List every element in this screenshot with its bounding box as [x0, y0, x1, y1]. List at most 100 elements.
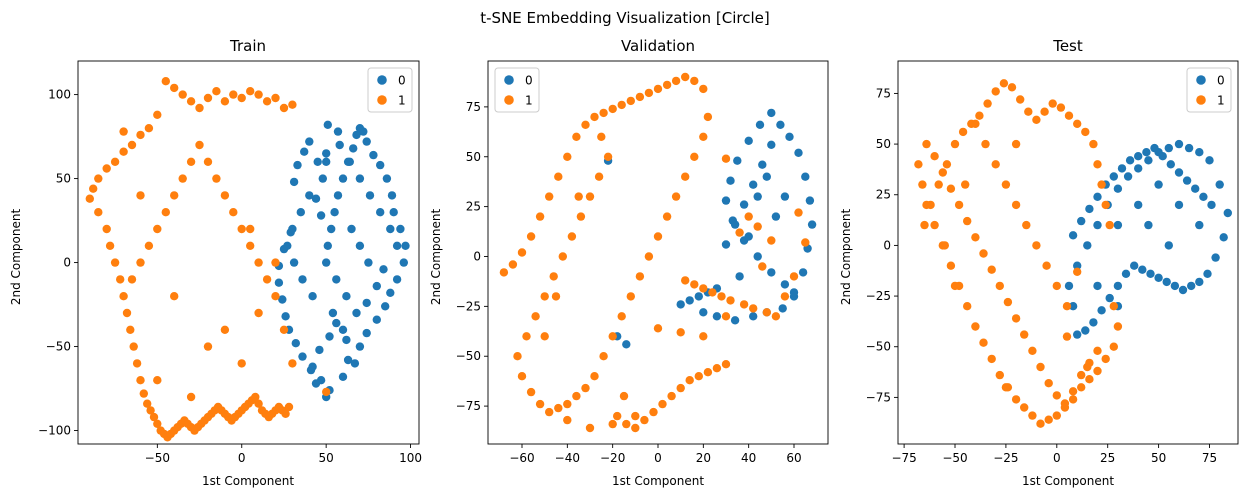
train-point — [293, 160, 302, 170]
validation-point — [744, 212, 753, 221]
test-point — [1003, 297, 1013, 307]
test-point — [1093, 281, 1102, 291]
validation-point — [749, 312, 758, 321]
validation-point — [676, 328, 685, 337]
validation-point — [574, 192, 583, 201]
train-point — [298, 352, 307, 361]
validation-point — [703, 112, 713, 122]
train-point — [323, 120, 332, 129]
test-point — [1085, 375, 1094, 384]
train-point — [170, 191, 179, 200]
validation-point — [535, 399, 545, 409]
validation-point — [794, 148, 803, 157]
test-point — [1097, 306, 1106, 315]
validation-point — [594, 172, 604, 181]
validation-point — [699, 332, 708, 341]
validation-point — [780, 280, 790, 289]
test-point — [1011, 139, 1021, 149]
validation-point — [572, 132, 581, 141]
test-point — [1223, 208, 1233, 218]
train-point — [203, 157, 213, 166]
test-point — [918, 180, 927, 189]
test-y-tick-label: 75 — [876, 86, 891, 100]
train-point — [212, 87, 221, 96]
validation-y-tick-label: 75 — [466, 100, 481, 114]
train-point — [119, 292, 128, 301]
test-x-tick-label: 25 — [1100, 451, 1115, 465]
test-point — [950, 281, 960, 291]
validation-point — [622, 419, 631, 429]
validation-point — [721, 240, 731, 249]
train-point — [246, 224, 255, 234]
test-point — [961, 180, 970, 189]
validation-point — [739, 200, 749, 209]
train-point — [203, 342, 213, 351]
train-point — [288, 100, 297, 109]
train-point — [254, 308, 263, 318]
test-point — [1081, 127, 1090, 137]
validation-point — [717, 292, 726, 301]
validation-point — [608, 332, 617, 341]
test-point — [1187, 281, 1196, 291]
train-point — [178, 90, 187, 99]
test-point — [1170, 281, 1180, 291]
test-point — [979, 338, 988, 347]
test-point — [1134, 164, 1143, 173]
train-point — [342, 292, 351, 301]
validation-point — [708, 288, 717, 297]
train-series-1 — [85, 77, 331, 442]
train-point — [332, 275, 341, 284]
train-point — [271, 93, 280, 103]
train-point — [136, 130, 145, 140]
validation-point — [622, 340, 631, 349]
test-point — [995, 370, 1004, 380]
test-point — [1109, 172, 1119, 181]
validation-point — [667, 391, 676, 401]
test-point — [1073, 330, 1082, 339]
test-point — [1211, 253, 1220, 262]
train-point — [311, 194, 321, 203]
train-point — [129, 342, 138, 351]
validation-point — [755, 120, 765, 129]
validation-point — [653, 324, 663, 333]
test-point — [963, 216, 972, 226]
validation-x-axis-label: 1st Component — [612, 474, 704, 488]
test-point — [1134, 152, 1143, 161]
test-point — [1077, 216, 1086, 226]
validation-point — [726, 296, 735, 305]
test-point — [950, 139, 960, 149]
train-point — [271, 258, 280, 267]
validation-y-axis-label: 2nd Component — [429, 209, 443, 306]
train-x-tick-label: 100 — [399, 451, 422, 465]
test-point — [1085, 204, 1094, 214]
train-point — [136, 376, 145, 385]
test-point — [1048, 99, 1057, 108]
test-point — [1007, 83, 1017, 92]
train-point — [281, 312, 290, 321]
validation-point — [599, 352, 608, 361]
test-point — [1199, 192, 1208, 201]
test-point — [983, 99, 992, 108]
test-y-tick-label: −75 — [866, 390, 891, 404]
train-y-axis-label: 2nd Component — [9, 209, 23, 306]
train-point — [94, 208, 103, 217]
test-point — [999, 79, 1009, 88]
train-point — [237, 224, 246, 234]
test-point — [1077, 370, 1086, 380]
validation-y-tick-label: 25 — [466, 200, 481, 214]
validation-point — [619, 391, 629, 401]
validation-point — [721, 154, 731, 163]
train-legend-marker — [377, 95, 387, 105]
train-point — [355, 342, 365, 351]
validation-point — [807, 220, 817, 229]
train-point — [308, 362, 317, 371]
test-series-0 — [1064, 139, 1233, 339]
validation-point — [658, 399, 667, 409]
validation-point — [767, 236, 776, 245]
validation-points — [499, 72, 817, 433]
train-x-axis-label: 1st Component — [202, 474, 294, 488]
validation-point — [685, 296, 694, 305]
train-point — [178, 174, 187, 183]
train-point — [110, 157, 120, 166]
validation-point — [767, 140, 776, 149]
